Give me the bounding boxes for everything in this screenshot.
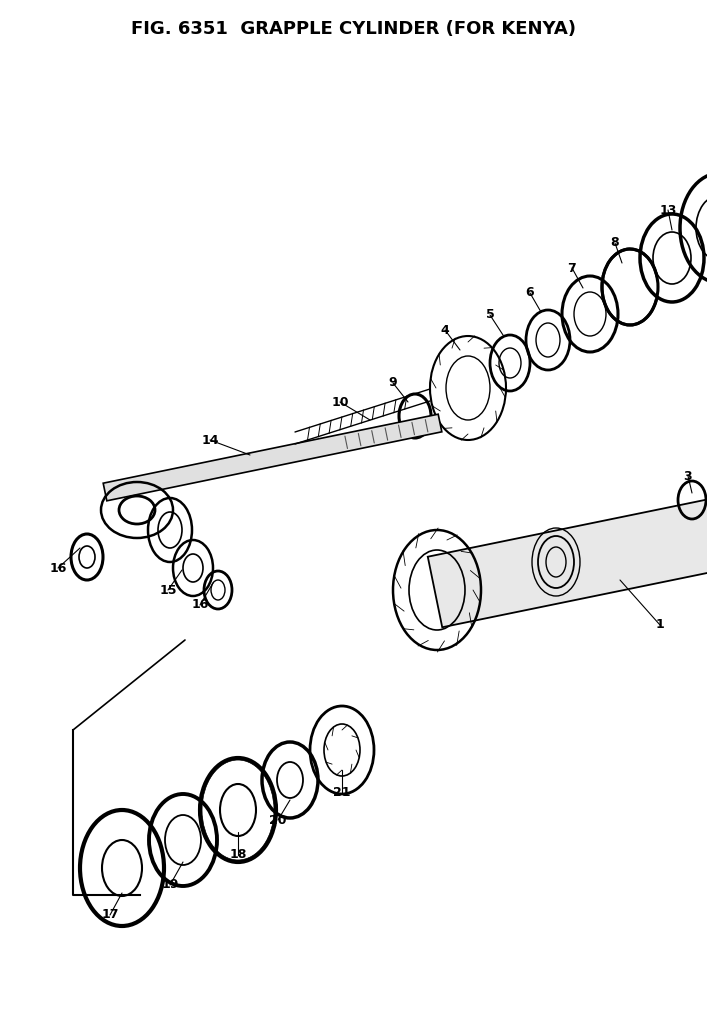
Text: 7: 7 [568, 262, 576, 274]
Text: 16: 16 [192, 598, 209, 612]
Text: 13: 13 [660, 204, 677, 217]
Text: 1: 1 [655, 619, 665, 631]
Text: 21: 21 [333, 787, 351, 800]
Text: 17: 17 [101, 908, 119, 922]
Polygon shape [428, 490, 707, 627]
Text: 14: 14 [201, 434, 218, 446]
Text: 15: 15 [159, 583, 177, 596]
Text: FIG. 6351  GRAPPLE CYLINDER (FOR KENYA): FIG. 6351 GRAPPLE CYLINDER (FOR KENYA) [131, 20, 576, 38]
Polygon shape [103, 414, 442, 501]
Text: 3: 3 [684, 470, 692, 483]
Text: 19: 19 [161, 879, 179, 891]
Text: 6: 6 [526, 286, 534, 300]
Text: 4: 4 [440, 323, 450, 337]
Text: 8: 8 [611, 236, 619, 250]
Text: 10: 10 [332, 396, 349, 408]
Text: 9: 9 [389, 376, 397, 390]
Text: 5: 5 [486, 309, 494, 321]
Text: 20: 20 [269, 813, 287, 827]
Text: 16: 16 [49, 562, 66, 575]
Text: 18: 18 [229, 848, 247, 861]
